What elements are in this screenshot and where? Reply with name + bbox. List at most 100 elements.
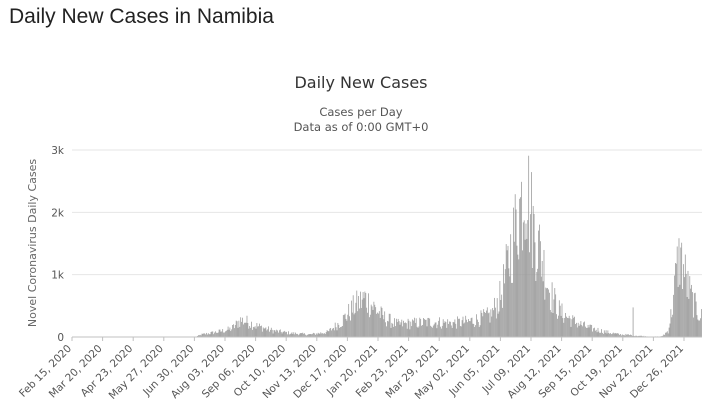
daily-case-bar (612, 332, 614, 337)
daily-case-bar (300, 333, 302, 337)
daily-case-bar (442, 319, 444, 337)
daily-case-bar (363, 298, 365, 337)
daily-case-bar (296, 333, 297, 337)
daily-case-bar (396, 322, 398, 337)
daily-case-bar (517, 254, 519, 337)
daily-case-bar (347, 314, 349, 337)
daily-case-bar (198, 335, 199, 337)
daily-case-bar (543, 249, 545, 337)
daily-case-bar (245, 322, 247, 337)
daily-case-bar (374, 304, 376, 337)
daily-case-bar (625, 333, 627, 337)
daily-case-bar (488, 312, 490, 337)
daily-case-bar (698, 320, 700, 337)
daily-case-bar (464, 322, 466, 337)
daily-case-bar (324, 333, 326, 337)
daily-case-bar (216, 332, 217, 337)
daily-case-bar (451, 327, 453, 337)
daily-case-bar (234, 328, 235, 337)
daily-case-bar (478, 327, 480, 337)
daily-case-bar (475, 325, 476, 337)
daily-case-bar (556, 314, 557, 337)
daily-case-bar (579, 324, 581, 337)
daily-case-bar (308, 334, 310, 337)
daily-case-bar (595, 329, 597, 337)
daily-case-bar (351, 300, 352, 337)
daily-case-bar (498, 311, 500, 337)
daily-case-bar (392, 323, 394, 337)
daily-case-bar (313, 332, 314, 337)
daily-case-bar (695, 301, 697, 337)
daily-case-bar (678, 238, 680, 337)
daily-case-bar (450, 325, 452, 337)
daily-case-bar (272, 333, 274, 337)
daily-case-bar (516, 245, 518, 337)
daily-case-bar (290, 333, 292, 337)
daily-case-bar (685, 273, 687, 337)
daily-case-bar (207, 333, 209, 337)
daily-case-bar (501, 294, 503, 337)
daily-case-bar (479, 325, 481, 337)
daily-case-bar (320, 332, 322, 337)
daily-case-bar (261, 331, 263, 337)
daily-case-bar (368, 293, 369, 337)
daily-case-bar (404, 322, 405, 337)
daily-case-bar (620, 334, 621, 337)
daily-case-bar (481, 312, 483, 337)
daily-case-bar (336, 330, 338, 337)
daily-case-bar (282, 331, 284, 337)
daily-case-bar (506, 250, 508, 337)
daily-case-bar (364, 291, 366, 337)
daily-case-bar (405, 323, 407, 337)
daily-case-bar (640, 335, 642, 337)
daily-case-bar (252, 329, 253, 337)
daily-case-bar (531, 172, 532, 337)
daily-case-bar (602, 332, 603, 337)
daily-case-bar (394, 318, 395, 337)
daily-case-bar (354, 312, 356, 337)
daily-case-bar (236, 321, 238, 337)
daily-case-bar (530, 214, 531, 337)
x-tick-label: Feb 15, 2020 (17, 343, 74, 400)
daily-case-bar (284, 330, 286, 337)
daily-case-bar (371, 306, 373, 337)
daily-case-bar (631, 335, 633, 337)
daily-case-bar (222, 329, 224, 337)
daily-case-bar (237, 327, 239, 337)
daily-case-bar (317, 332, 319, 337)
x-tick-label: Dec 17, 2020 (291, 343, 349, 401)
daily-case-bar (514, 194, 516, 337)
daily-case-bar (493, 310, 494, 337)
daily-case-bar (208, 334, 210, 337)
daily-case-bar (468, 319, 469, 337)
daily-case-bar (583, 322, 584, 337)
daily-case-bar (253, 327, 255, 337)
daily-case-bar (599, 333, 601, 337)
daily-case-bar (335, 327, 337, 337)
daily-case-bar (307, 334, 309, 337)
daily-case-bar (466, 319, 467, 337)
daily-case-bar (297, 335, 299, 337)
daily-case-bar (305, 334, 306, 337)
daily-case-bar (425, 319, 427, 337)
daily-case-bar (472, 323, 474, 337)
daily-case-bar (540, 241, 541, 337)
daily-case-bar (693, 293, 695, 337)
y-tick-label: 0 (57, 332, 64, 344)
daily-case-bar (553, 299, 555, 337)
daily-case-bar (439, 317, 440, 337)
daily-case-bar (677, 286, 679, 337)
daily-case-bar (343, 314, 345, 337)
daily-case-bar (679, 284, 681, 337)
daily-case-bar (616, 333, 618, 337)
daily-case-bar (688, 298, 690, 337)
daily-case-bar (532, 205, 534, 337)
daily-case-bar (701, 309, 702, 337)
daily-case-bar (306, 335, 307, 337)
daily-case-bar (340, 327, 341, 337)
daily-case-bar (202, 333, 204, 337)
daily-case-bar (372, 309, 374, 337)
daily-case-bar (696, 315, 698, 337)
daily-case-bar (554, 288, 556, 337)
daily-case-bar (287, 334, 288, 337)
